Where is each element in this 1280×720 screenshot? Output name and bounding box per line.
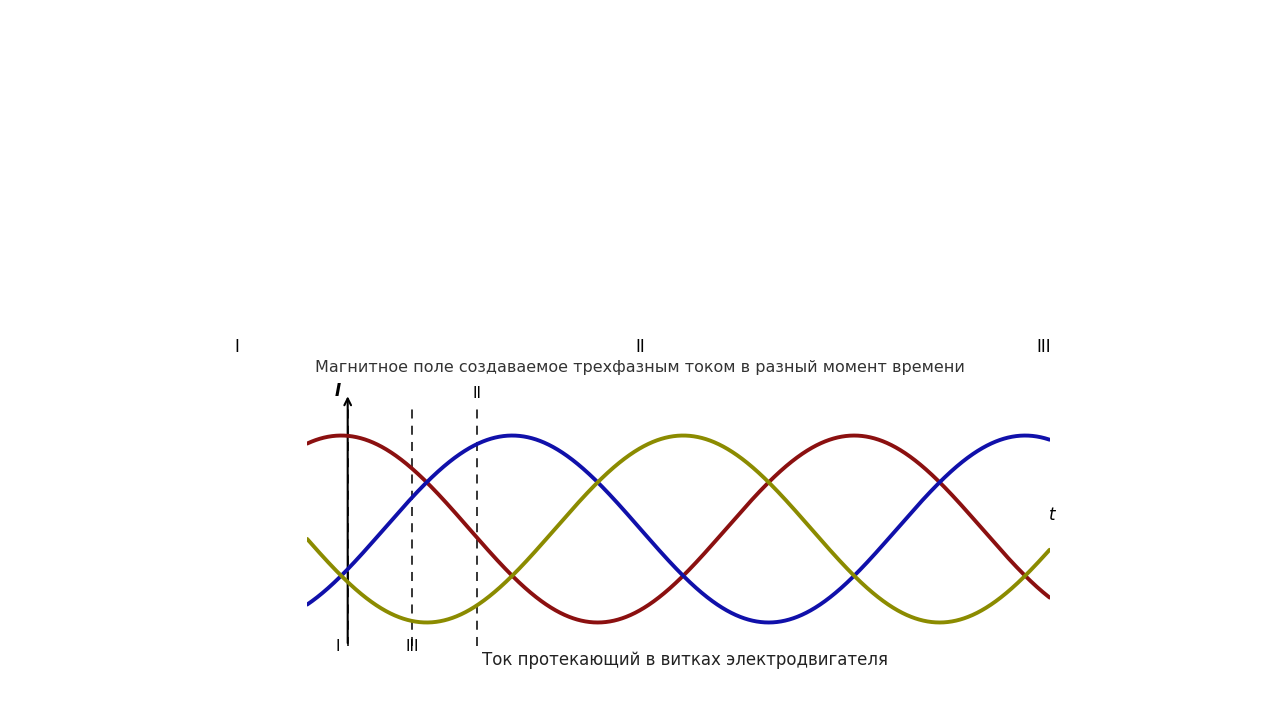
Text: II: II <box>635 338 645 356</box>
Text: I: I <box>234 338 239 356</box>
Text: Магнитное поле создаваемое трехфазным током в разный момент времени: Магнитное поле создаваемое трехфазным то… <box>315 360 965 374</box>
Text: III: III <box>1036 338 1051 356</box>
Text: Ток протекающий в витках электродвигателя: Ток протекающий в витках электродвигател… <box>483 651 888 669</box>
Text: II: II <box>472 386 481 401</box>
Text: I: I <box>335 382 340 400</box>
Text: I: I <box>335 639 340 654</box>
Text: t: t <box>1050 505 1056 523</box>
Text: III: III <box>406 639 420 654</box>
